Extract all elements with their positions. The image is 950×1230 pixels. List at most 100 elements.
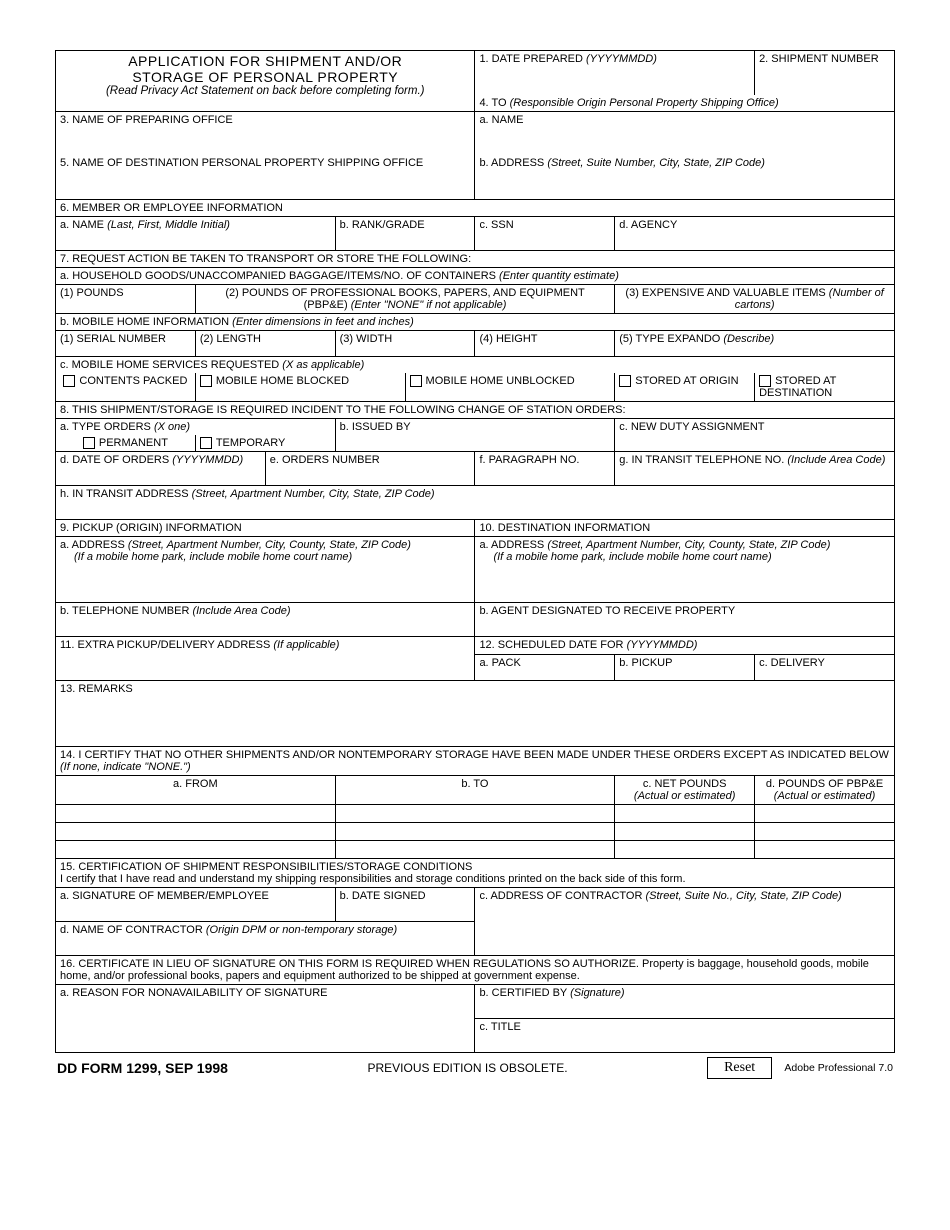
field-7a2[interactable]: (2) POUNDS OF PROFESSIONAL BOOKS, PAPERS… (195, 284, 614, 313)
chk-8a-1[interactable]: TEMPORARY (195, 435, 335, 452)
field-7a: a. HOUSEHOLD GOODS/UNACCOMPANIED BAGGAGE… (56, 267, 895, 284)
field-8d-label: d. DATE OF ORDERS (60, 454, 169, 466)
field-6-header: 6. MEMBER OR EMPLOYEE INFORMATION (56, 199, 895, 216)
field-15c-label: c. ADDRESS OF CONTRACTOR (479, 890, 642, 902)
field-2[interactable]: 2. SHIPMENT NUMBER (755, 51, 895, 95)
field-5-label: 5. NAME OF DESTINATION PERSONAL PROPERTY… (60, 157, 423, 169)
reset-button[interactable]: Reset (707, 1057, 772, 1079)
field-8f[interactable]: f. PARAGRAPH NO. (475, 451, 615, 485)
field-12b-label: b. PICKUP (619, 657, 672, 669)
field-1-label: 1. DATE PREPARED (479, 53, 583, 65)
field-9a[interactable]: a. ADDRESS (Street, Apartment Number, Ci… (56, 536, 475, 602)
field-8a: a. TYPE ORDERS (X one) (56, 418, 336, 435)
field-4a[interactable]: a. NAME (475, 111, 895, 155)
edition-notice: PREVIOUS EDITION IS OBSOLETE. (367, 1061, 567, 1075)
field-7b3[interactable]: (3) WIDTH (335, 330, 475, 356)
field-7b2[interactable]: (2) LENGTH (195, 330, 335, 356)
field-16b-label: b. CERTIFIED BY (479, 987, 567, 999)
field-4-header: 4. TO (Responsible Origin Personal Prope… (475, 95, 895, 112)
field-7-header: 7. REQUEST ACTION BE TAKEN TO TRANSPORT … (56, 250, 895, 267)
field-9b[interactable]: b. TELEPHONE NUMBER (Include Area Code) (56, 602, 475, 636)
field-6c[interactable]: c. SSN (475, 216, 615, 250)
checkbox-icon[interactable] (83, 437, 95, 449)
field-7b-label: b. MOBILE HOME INFORMATION (60, 316, 229, 328)
footer-right-group: Reset Adobe Professional 7.0 (707, 1057, 893, 1079)
field-7a-ital: (Enter quantity estimate) (499, 270, 619, 282)
title-cell: APPLICATION FOR SHIPMENT AND/OR STORAGE … (56, 51, 475, 112)
table-row[interactable] (755, 804, 895, 822)
field-8g[interactable]: g. IN TRANSIT TELEPHONE NO. (Include Are… (615, 451, 895, 485)
field-5[interactable]: 5. NAME OF DESTINATION PERSONAL PROPERTY… (56, 155, 475, 199)
checkbox-icon[interactable] (200, 437, 212, 449)
table-row[interactable] (56, 840, 336, 858)
software-credit: Adobe Professional 7.0 (784, 1062, 893, 1074)
checkbox-icon[interactable] (200, 375, 212, 387)
field-7b1[interactable]: (1) SERIAL NUMBER (56, 330, 196, 356)
field-8b[interactable]: b. ISSUED BY (335, 418, 615, 451)
checkbox-icon[interactable] (410, 375, 422, 387)
th-14a: a. FROM (56, 775, 336, 804)
chk-7c-0[interactable]: CONTENTS PACKED (56, 373, 196, 402)
chk-7c-4[interactable]: STORED AT DESTINATION (755, 373, 895, 402)
field-7b5-label: (5) TYPE EXPANDO (619, 333, 720, 345)
checkbox-icon[interactable] (759, 375, 771, 387)
field-8h-ital: (Street, Apartment Number, City, State, … (192, 488, 435, 500)
field-8c-label: c. NEW DUTY ASSIGNMENT (619, 421, 764, 433)
field-4-ital: (Responsible Origin Personal Property Sh… (510, 97, 779, 109)
field-1[interactable]: 1. DATE PREPARED (YYYYMMDD) (475, 51, 755, 95)
field-10a[interactable]: a. ADDRESS (Street, Apartment Number, Ci… (475, 536, 895, 602)
field-9b-label: b. TELEPHONE NUMBER (60, 605, 189, 617)
field-12a[interactable]: a. PACK (475, 654, 615, 680)
field-3[interactable]: 3. NAME OF PREPARING OFFICE (56, 111, 475, 155)
chk-7c-1[interactable]: MOBILE HOME BLOCKED (195, 373, 405, 402)
field-16b[interactable]: b. CERTIFIED BY (Signature) (475, 984, 895, 1018)
field-7b4[interactable]: (4) HEIGHT (475, 330, 615, 356)
field-6b[interactable]: b. RANK/GRADE (335, 216, 475, 250)
field-7b5-ital: (Describe) (723, 333, 774, 345)
checkbox-icon[interactable] (63, 375, 75, 387)
field-8e[interactable]: e. ORDERS NUMBER (265, 451, 475, 485)
field-8g-ital: (Include Area Code) (787, 454, 885, 466)
field-8h[interactable]: h. IN TRANSIT ADDRESS (Street, Apartment… (56, 485, 895, 519)
field-16a[interactable]: a. REASON FOR NONAVAILABILITY OF SIGNATU… (56, 984, 475, 1052)
checkbox-icon[interactable] (619, 375, 631, 387)
table-row[interactable] (615, 804, 755, 822)
field-10b[interactable]: b. AGENT DESIGNATED TO RECEIVE PROPERTY (475, 602, 895, 636)
field-7a2b-label: (PBP&E) (304, 299, 348, 311)
field-7c: c. MOBILE HOME SERVICES REQUESTED (X as … (56, 356, 895, 373)
field-6d[interactable]: d. AGENCY (615, 216, 895, 250)
field-2-label: 2. SHIPMENT NUMBER (759, 53, 879, 65)
field-16c[interactable]: c. TITLE (475, 1018, 895, 1052)
table-row[interactable] (56, 822, 336, 840)
field-7c-ital: (X as applicable) (282, 359, 364, 371)
field-15b[interactable]: b. DATE SIGNED (335, 887, 475, 921)
table-row[interactable] (335, 840, 615, 858)
field-6a[interactable]: a. NAME (Last, First, Middle Initial) (56, 216, 336, 250)
field-7a3[interactable]: (3) EXPENSIVE AND VALUABLE ITEMS (Number… (615, 284, 895, 313)
table-row[interactable] (335, 804, 615, 822)
field-12b[interactable]: b. PICKUP (615, 654, 755, 680)
field-7b5[interactable]: (5) TYPE EXPANDO (Describe) (615, 330, 895, 356)
field-15c[interactable]: c. ADDRESS OF CONTRACTOR (Street, Suite … (475, 887, 895, 955)
field-11[interactable]: 11. EXTRA PICKUP/DELIVERY ADDRESS (If ap… (56, 636, 475, 680)
chk-8a-0[interactable]: PERMANENT (56, 435, 196, 452)
chk-7c-2[interactable]: MOBILE HOME UNBLOCKED (405, 373, 615, 402)
table-row[interactable] (56, 804, 336, 822)
table-row[interactable] (615, 822, 755, 840)
field-13[interactable]: 13. REMARKS (56, 680, 895, 746)
field-16-header: 16. CERTIFICATE IN LIEU OF SIGNATURE ON … (56, 955, 895, 984)
field-15a[interactable]: a. SIGNATURE OF MEMBER/EMPLOYEE (56, 887, 336, 921)
chk-7c-3[interactable]: STORED AT ORIGIN (615, 373, 755, 402)
field-8d[interactable]: d. DATE OF ORDERS (YYYYMMDD) (56, 451, 266, 485)
table-row[interactable] (335, 822, 615, 840)
field-5b[interactable]: b. ADDRESS (Street, Suite Number, City, … (475, 155, 895, 199)
field-8c[interactable]: c. NEW DUTY ASSIGNMENT (615, 418, 895, 451)
table-row[interactable] (615, 840, 755, 858)
field-15d[interactable]: d. NAME OF CONTRACTOR (Origin DPM or non… (56, 921, 475, 955)
table-row[interactable] (755, 840, 895, 858)
field-16a-label: a. REASON FOR NONAVAILABILITY OF SIGNATU… (60, 987, 328, 999)
field-7a1[interactable]: (1) POUNDS (56, 284, 196, 313)
field-12c[interactable]: c. DELIVERY (755, 654, 895, 680)
field-14-header: 14. I CERTIFY THAT NO OTHER SHIPMENTS AN… (56, 746, 895, 775)
table-row[interactable] (755, 822, 895, 840)
